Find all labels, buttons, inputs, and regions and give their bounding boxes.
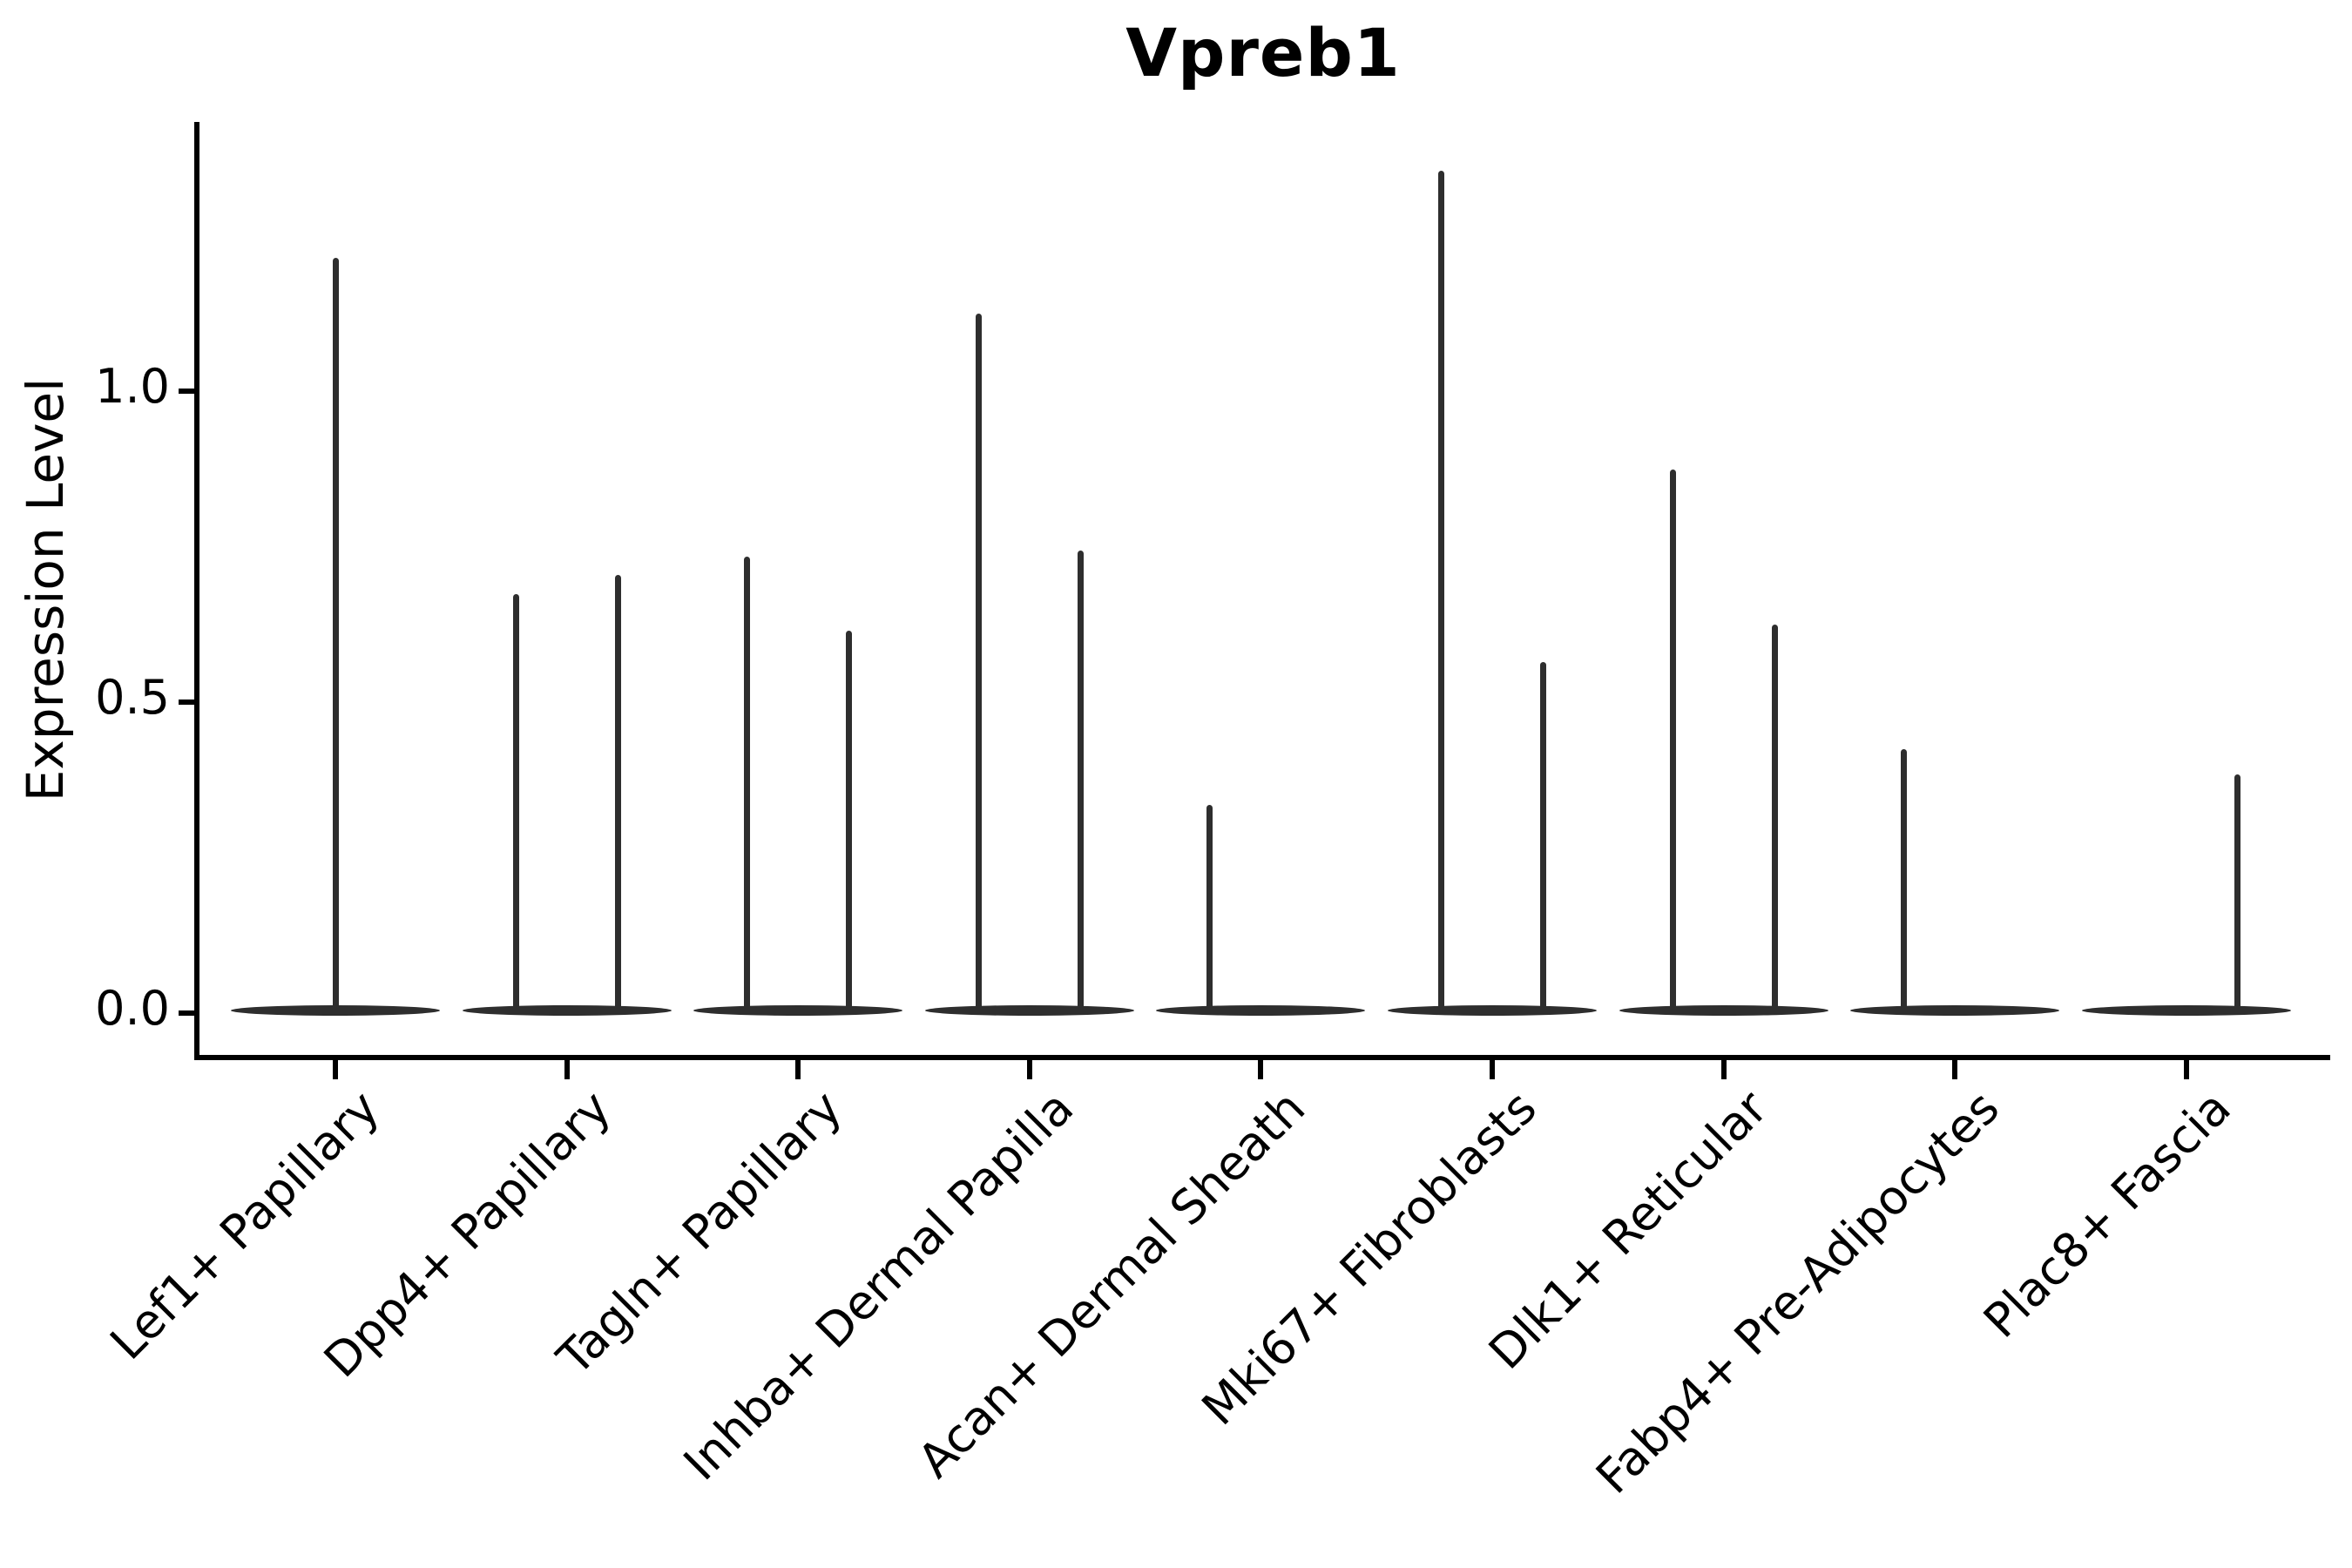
violin-spike [2234,774,2240,1010]
y-tick-mark [179,389,195,394]
y-tick-mark [179,1010,195,1016]
chart-title: Vpreb1 [1125,14,1401,91]
x-axis-spine [194,1055,2330,1060]
x-tick-label: Inhba+ Dermal Papilla [672,1080,1085,1491]
violin-spike [1901,749,1908,1010]
violin-spike [846,631,853,1010]
violin-body [924,1005,1134,1016]
violin-body [1619,1005,1828,1016]
violin-body [462,1005,672,1016]
violin-spike [512,593,519,1010]
x-tick-mark [2183,1060,2189,1079]
violin-spike [1539,662,1546,1010]
x-tick-label: Plac8+ Fascia [1972,1080,2241,1348]
violin-body [693,1005,903,1016]
violin-spike [1438,171,1445,1010]
violin-spike [1669,469,1676,1010]
violin-spike [332,258,339,1010]
y-tick-label: 1.0 [95,359,170,414]
x-tick-label: Acan+ Dermal Sheath [907,1080,1315,1489]
x-tick-mark [1490,1060,1495,1079]
x-tick-mark [795,1060,801,1079]
y-tick-label: 0.5 [95,670,170,725]
violin-body [2081,1005,2291,1016]
x-tick-label: Fabp4+ Pre-Adipocytes [1585,1080,2010,1504]
y-tick-label: 0.0 [95,981,170,1036]
violin-spike [744,556,751,1010]
x-tick-mark [1258,1060,1264,1079]
x-tick-mark [1720,1060,1727,1079]
violin-body [231,1005,440,1016]
violin-spike [614,575,621,1010]
violin-spike [1077,550,1084,1010]
violin-spike [1771,625,1778,1010]
y-axis-spine [194,122,199,1060]
violin-body [1156,1005,1366,1016]
x-tick-mark [333,1060,338,1079]
x-tick-mark [564,1060,570,1079]
x-tick-mark [1026,1060,1032,1079]
y-tick-mark [179,700,195,705]
violin-body [1850,1005,2060,1016]
y-axis-label: Expression Level [16,377,75,802]
violin-spike [1206,805,1213,1010]
x-tick-mark [1952,1060,1958,1079]
violin-spike [975,314,982,1010]
violin-body [1388,1005,1597,1016]
